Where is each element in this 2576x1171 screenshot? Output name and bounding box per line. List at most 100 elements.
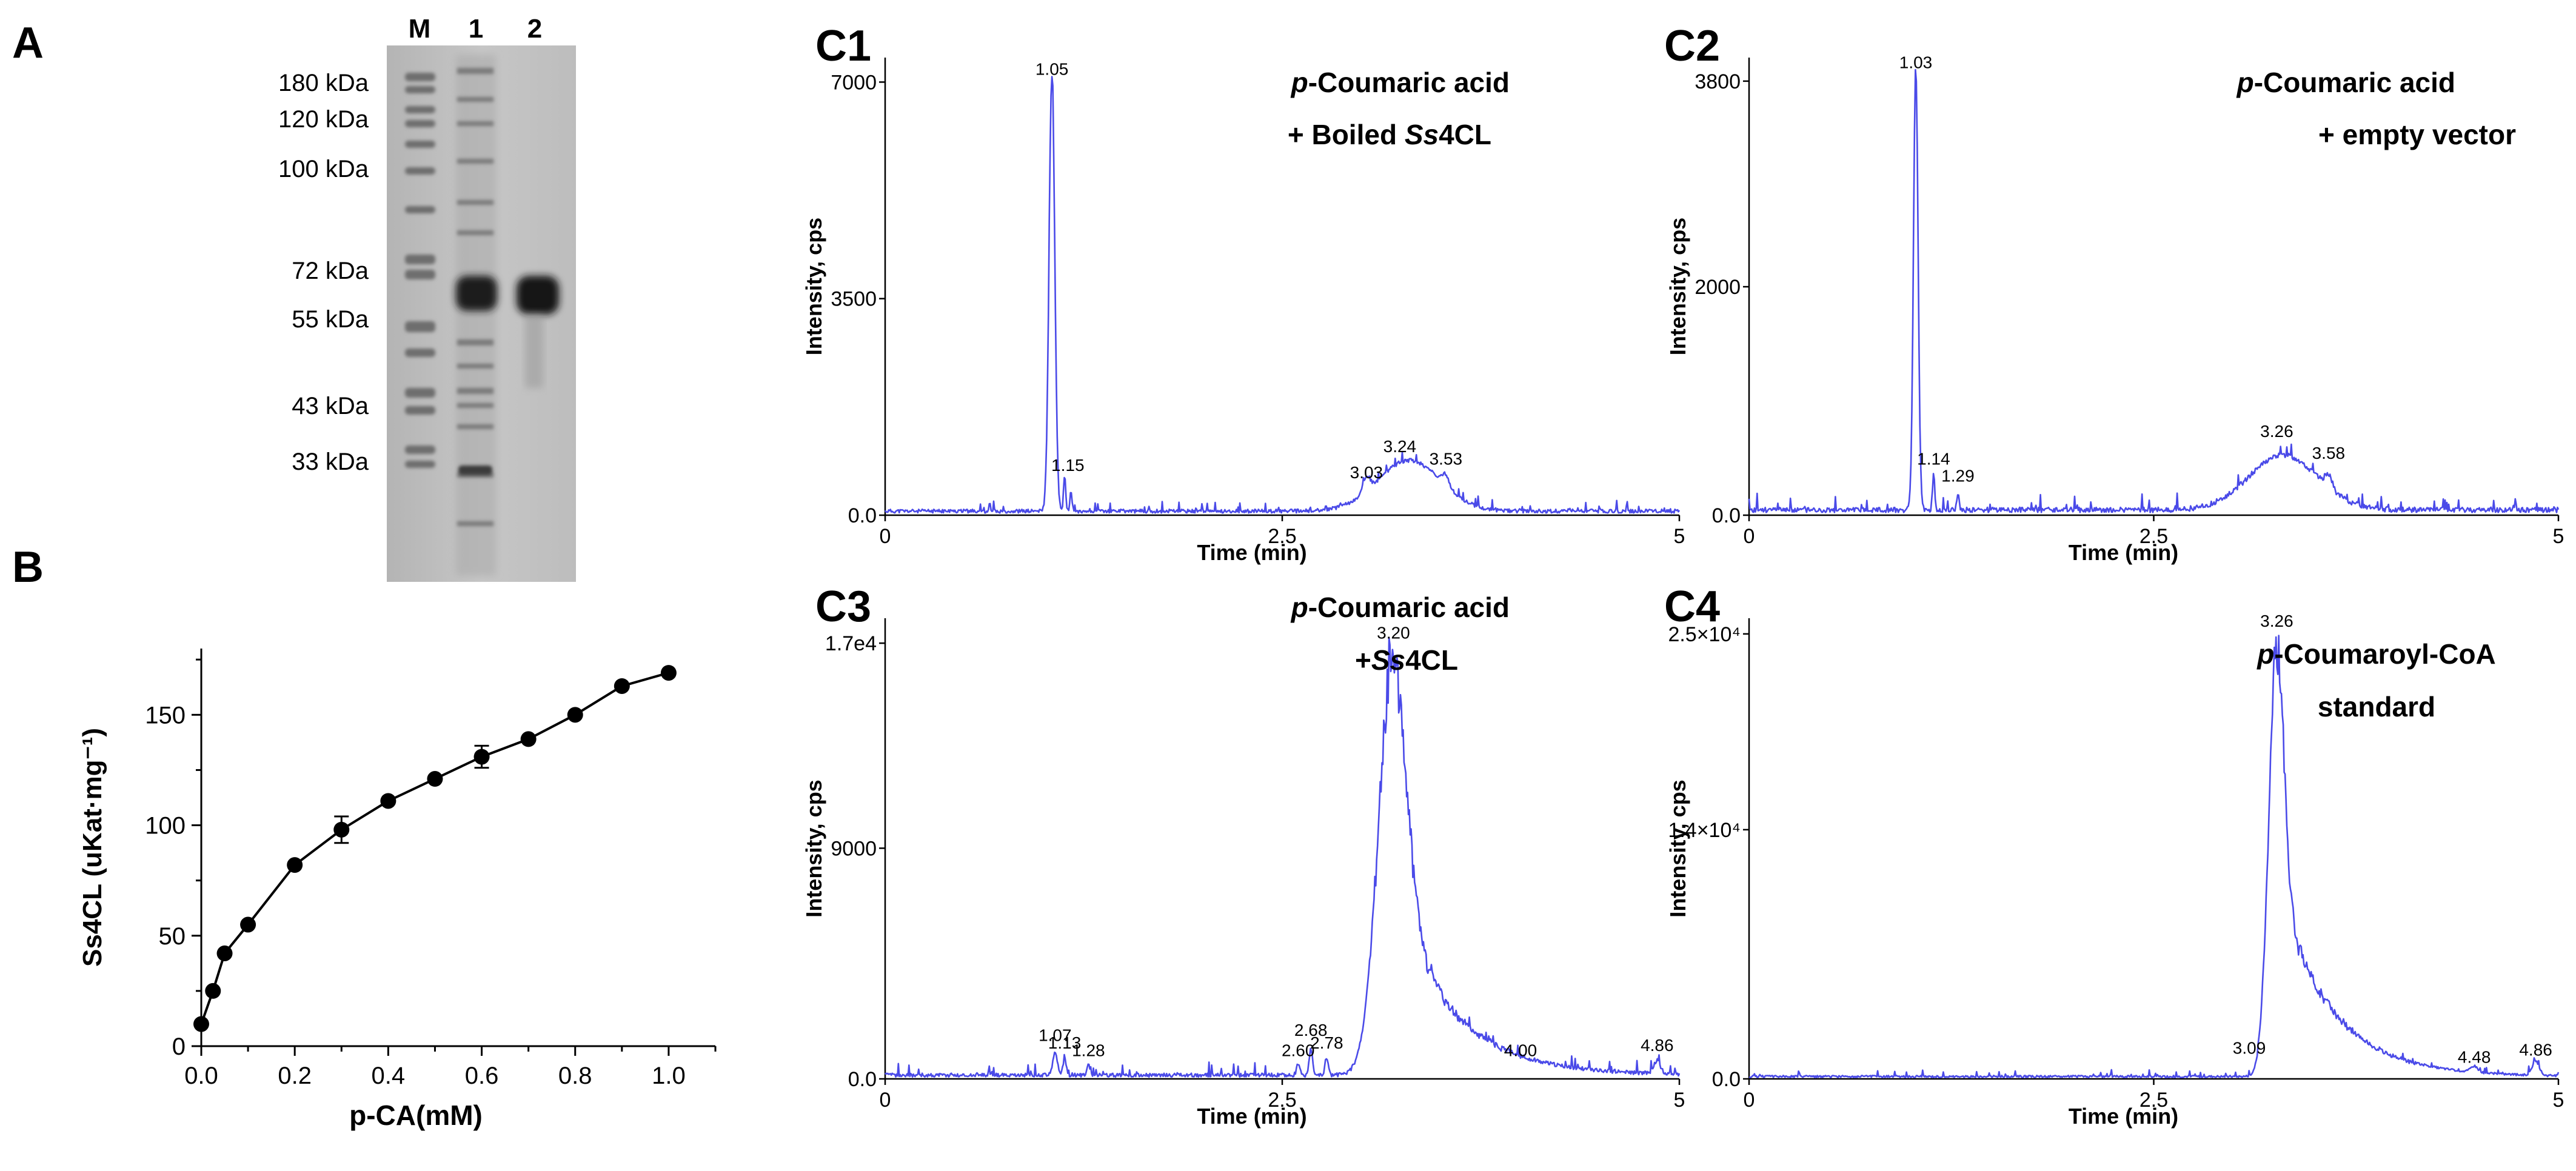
x-tick-label: 5 — [2553, 525, 2564, 548]
marker-label: 120 kDa — [278, 106, 369, 133]
chromatogram-c4: 0.0 1.4×10⁴ 2.5×10⁴ 0 2.5 5 Time (min) Intensit… — [1665, 612, 2564, 1129]
data-point — [287, 857, 303, 873]
data-point — [193, 1016, 209, 1032]
x-tick-label: 5 — [1674, 1089, 1685, 1112]
chromatogram-trace — [884, 636, 1681, 1078]
y-tick-label: 1.7e4 — [825, 632, 877, 655]
data-point — [427, 771, 443, 787]
y-tick-label: 0.0 — [848, 504, 877, 527]
marker-label: 72 kDa — [292, 258, 369, 284]
peak-label: 2.78 — [1310, 1033, 1343, 1052]
x-tick-label: 0.0 — [184, 1063, 218, 1089]
y-tick-label: 1.4×10⁴ — [1668, 819, 1741, 842]
x-tick-label: 0.2 — [278, 1063, 312, 1089]
annotation-c4-line2: standard — [2318, 691, 2435, 722]
y-tick-label: 9000 — [831, 837, 877, 860]
y-tick-label: 0.0 — [1712, 1068, 1741, 1091]
kinetics-line — [200, 672, 669, 1025]
x-tick-label: 0.4 — [372, 1063, 406, 1089]
panel-letter-b: B — [12, 543, 44, 592]
chromatogram-c1: 0.0 3500 7000 0 2.5 5 Time (min) Intensity, cps… — [801, 58, 1685, 565]
data-point — [205, 983, 221, 999]
chromatogram-trace — [1748, 635, 2560, 1079]
peak-label: 1.14 — [1917, 449, 1950, 468]
x-tick-label: 2.5 — [1268, 1089, 1296, 1112]
data-point — [567, 707, 583, 723]
marker-label: 33 kDa — [292, 449, 369, 475]
panel-letter-a: A — [12, 19, 44, 67]
data-point — [473, 749, 490, 765]
panel-letter-c3: C3 — [815, 582, 871, 631]
peak-label: 1.29 — [1941, 467, 1975, 485]
data-point — [240, 916, 256, 933]
y-tick-label: 3800 — [1694, 70, 1741, 93]
x-tick-label: 0 — [880, 1089, 891, 1112]
peak-label: 1.05 — [1035, 59, 1069, 78]
x-axis-title: Time (min) — [1197, 540, 1306, 565]
x-tick-label: 2.5 — [2139, 525, 2168, 548]
chromatogram-c2: 0.0 2000 3800 0 2.5 5 Time (min) Intensity, cps… — [1665, 53, 2564, 565]
peak-label: 3.09 — [2233, 1039, 2266, 1058]
peak-label: 1.07 — [1039, 1026, 1072, 1044]
lane-label-m: M — [409, 14, 431, 44]
x-tick-label: 2.5 — [1268, 525, 1296, 548]
gel-panel: M 1 2 180 kDa 120 kDa 100 kDa 72 kDa 55 … — [278, 14, 576, 582]
panel-letter-c4: C4 — [1664, 582, 1720, 631]
marker-label: 43 kDa — [292, 393, 369, 419]
y-axis-title: Intensity, cps — [801, 779, 826, 917]
data-point — [520, 731, 537, 747]
y-tick-label: 0.0 — [848, 1068, 877, 1091]
chromatogram-trace — [1748, 68, 2560, 513]
lane-2 — [517, 276, 559, 388]
x-tick-label: 5 — [1674, 525, 1685, 548]
marker-label: 100 kDa — [278, 156, 369, 182]
data-point — [216, 945, 233, 961]
annotation-c3-line2: +Ss4CL — [1355, 644, 1458, 676]
panel-letter-c1: C1 — [815, 22, 871, 70]
y-tick-label: 0 — [172, 1033, 186, 1060]
x-axis-title: p-CA(mM) — [349, 1099, 483, 1131]
peak-label: 3.26 — [2260, 612, 2293, 630]
peak-label: 2.68 — [1294, 1021, 1328, 1039]
peak-label: 4.86 — [2519, 1041, 2552, 1059]
y-tick-label: 100 — [145, 813, 186, 839]
x-tick-label: 0 — [1744, 1089, 1755, 1112]
data-point — [333, 821, 350, 838]
peak-label: 3.58 — [2312, 444, 2346, 462]
chromatogram-trace — [884, 76, 1681, 514]
y-tick-label: 7000 — [831, 71, 877, 94]
peak-label: 4.48 — [2458, 1047, 2491, 1066]
y-axis-title: Intensity, cps — [1665, 779, 1690, 917]
y-tick-label: 2.5×10⁴ — [1668, 623, 1741, 646]
x-tick-label: 0.6 — [465, 1063, 499, 1089]
annotation-c2-line2: + empty vector — [2318, 119, 2516, 150]
y-axis-title: Ss4CL (uKat·mg⁻¹) — [78, 728, 107, 967]
peak-label: 3.24 — [1383, 437, 1417, 456]
peak-label: 1.28 — [1072, 1041, 1105, 1060]
marker-lane — [405, 73, 435, 468]
peak-label: 4.00 — [1504, 1041, 1537, 1060]
marker-label: 55 kDa — [292, 306, 369, 333]
peak-label: 2.60 — [1282, 1041, 1315, 1060]
x-axis-title: Time (min) — [1197, 1104, 1306, 1129]
x-tick-label: 1.0 — [652, 1063, 686, 1089]
x-axis-title: Time (min) — [2069, 1104, 2178, 1129]
peak-label: 3.20 — [1377, 623, 1410, 642]
peak-label: 3.26 — [2260, 422, 2293, 441]
y-tick-label: 0.0 — [1712, 504, 1741, 527]
y-tick-label: 2000 — [1694, 276, 1741, 299]
y-tick-label: 3500 — [831, 288, 877, 311]
y-tick-label: 50 — [159, 923, 186, 950]
y-tick-label: 150 — [145, 702, 186, 729]
x-tick-label: 2.5 — [2139, 1089, 2168, 1112]
lane-label-2: 2 — [527, 14, 542, 44]
peak-label: 1.13 — [1048, 1033, 1082, 1052]
data-point — [614, 678, 630, 694]
annotation-c4-line1: p-Coumaroyl-CoA — [2256, 638, 2496, 670]
kinetics-chart: 0.0 0.2 0.4 0.6 0.8 1.0 0 50 100 150 p-CA(mM) Ss4CL… — [78, 649, 717, 1131]
y-axis-title: Intensity, cps — [801, 218, 826, 355]
y-axis-title: Intensity, cps — [1665, 218, 1690, 355]
panel-letter-c2: C2 — [1664, 22, 1720, 70]
annotation-c1-line1: p-Coumaric acid — [1290, 67, 1510, 98]
